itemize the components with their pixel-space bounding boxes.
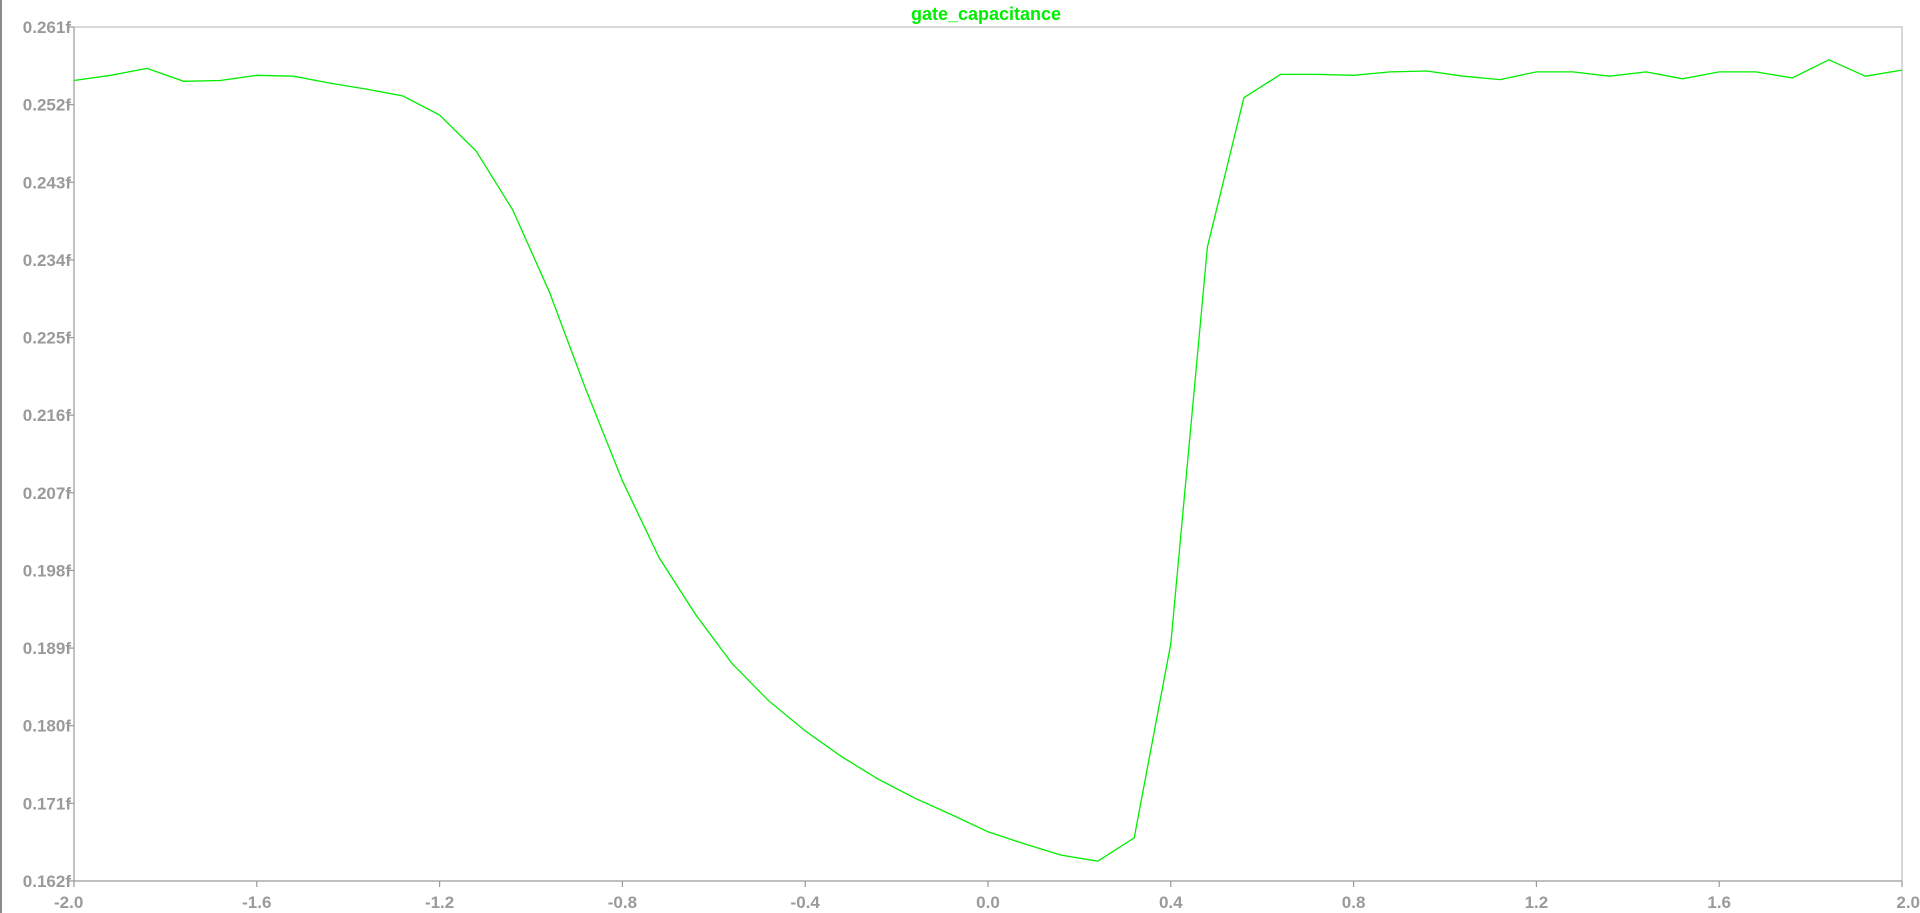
y-tick-label: 0.225f [23, 329, 72, 348]
x-tick-label: 0.8 [1342, 893, 1366, 912]
x-tick-label: -1.2 [425, 893, 454, 912]
y-tick-label: 0.261f [23, 18, 72, 37]
y-axis-ticks: 0.162f 0.171f 0.180f 0.189f 0.198f 0.207f 0.21… [23, 18, 74, 891]
series-line [73, 59, 1903, 862]
x-tick-label: -1.6 [242, 893, 271, 912]
chart-title: gate_capacitance [911, 4, 1061, 24]
y-tick-label: 0.162f [23, 872, 72, 891]
y-tick-label: 0.189f [23, 639, 72, 658]
x-tick-label: 0.4 [1159, 893, 1183, 912]
series-layer [73, 59, 1903, 862]
x-tick-label: -2.0 [54, 893, 83, 912]
y-tick-label: 0.234f [23, 251, 72, 270]
y-tick-label: 0.198f [23, 561, 72, 580]
plot-frame [73, 26, 1903, 882]
y-tick-label: 0.207f [23, 484, 72, 503]
x-tick-label: 0.0 [976, 893, 1000, 912]
x-tick-label: 2.0 [1896, 893, 1920, 912]
y-tick-label: 0.243f [23, 173, 72, 192]
y-tick-label: 0.171f [23, 794, 72, 813]
x-tick-label: -0.8 [608, 893, 637, 912]
x-tick-label: 1.6 [1707, 893, 1731, 912]
y-tick-label: 0.180f [23, 717, 72, 736]
x-tick-label: 1.2 [1525, 893, 1549, 912]
y-tick-label: 0.216f [23, 406, 72, 425]
x-tick-label: -0.4 [791, 893, 821, 912]
y-tick-label: 0.252f [23, 96, 72, 115]
x-axis-ticks: -2.0 -1.6 -1.2 -0.8 -0.4 0.0 0.4 0.8 1.2 1.6 2.0 [54, 881, 1920, 912]
